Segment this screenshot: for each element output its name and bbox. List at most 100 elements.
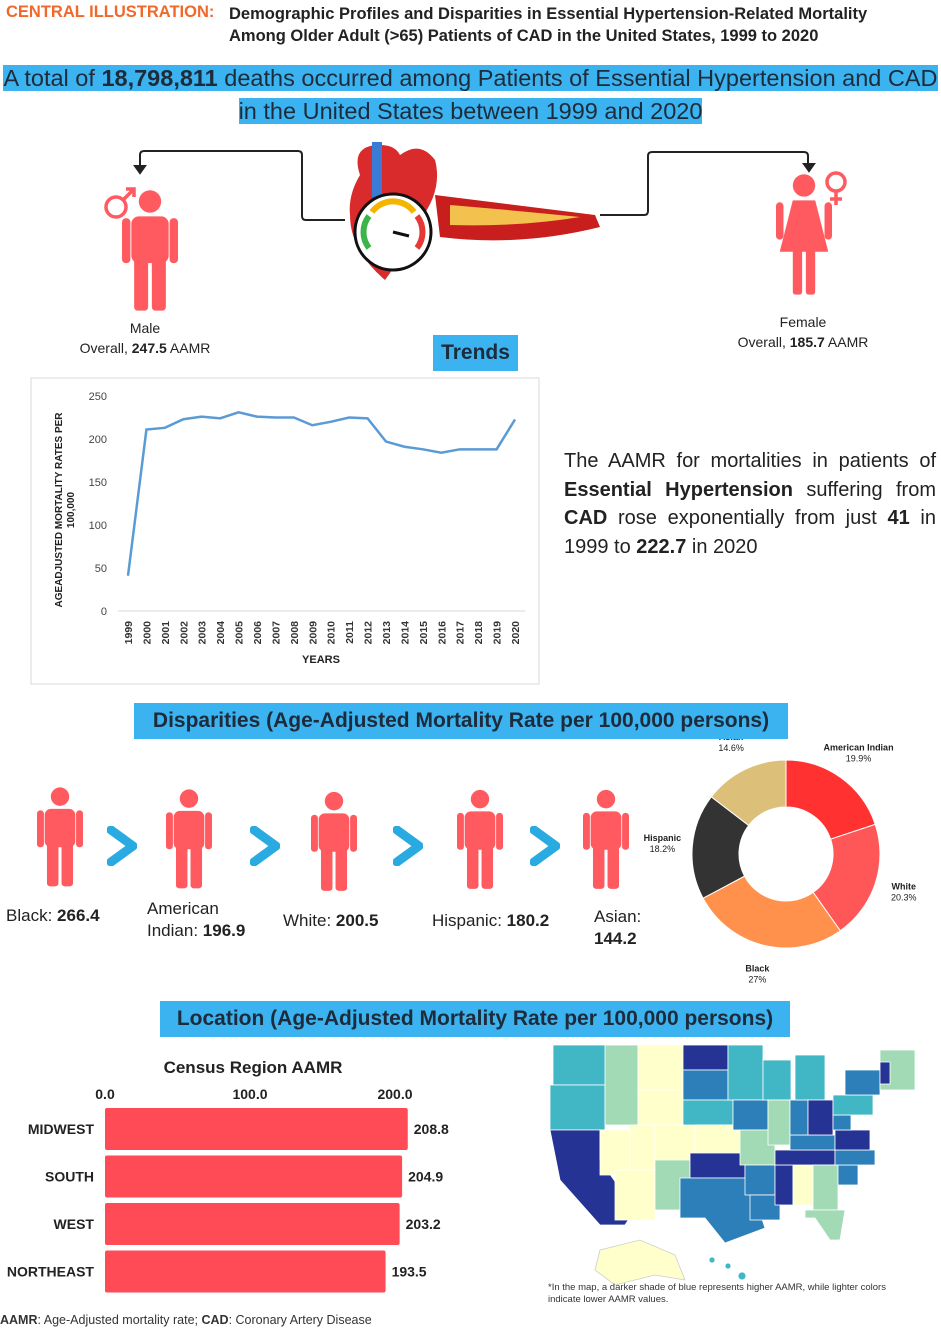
line-series xyxy=(126,411,517,576)
value-label: 193.5 xyxy=(392,1264,427,1280)
state xyxy=(794,1054,826,1101)
male-aamr: 247.5 xyxy=(131,340,167,356)
group-label: Asian: 144.2 xyxy=(594,906,649,950)
y-tick-label: 50 xyxy=(95,563,107,575)
summary-text: rose exponentially from just xyxy=(618,507,877,529)
pie-slice xyxy=(785,759,876,840)
footer-text: : Coronary Artery Disease xyxy=(228,1313,372,1327)
group-name: Black: xyxy=(6,906,53,925)
x-tick-label: 2000 xyxy=(141,621,153,645)
banner: A total of 18,798,811 deaths occurred am… xyxy=(0,62,941,127)
x-tick-label: 2008 xyxy=(289,621,301,645)
header-label: CENTRAL ILLUSTRATION: xyxy=(6,3,215,21)
x-tick-label: 2006 xyxy=(252,621,264,645)
value-label: 204.9 xyxy=(408,1169,443,1185)
person-icon xyxy=(166,789,212,889)
value-label: 208.8 xyxy=(414,1121,449,1137)
title-line: Among Older Adult (>65) Patients of CAD … xyxy=(229,27,819,45)
state xyxy=(689,1152,746,1179)
x-tick-label: 2013 xyxy=(381,621,393,645)
x-tick-label: 2015 xyxy=(418,621,430,645)
person-icon xyxy=(37,787,83,887)
category-label: SOUTH xyxy=(45,1169,94,1185)
x-tick-label: 2009 xyxy=(307,621,319,645)
female-aamr: 185.7 xyxy=(789,334,825,350)
y-axis-label: AGEADJUSTED MORTALITY RATES PER xyxy=(54,412,65,608)
connectors xyxy=(133,150,816,221)
chevron xyxy=(111,830,133,862)
pie-slice xyxy=(702,875,841,949)
male-overall: Overall, xyxy=(79,340,128,356)
group-label: Hispanic: 180.2 xyxy=(432,910,549,932)
footer-text: : Age-Adjusted mortality rate; xyxy=(37,1313,199,1327)
state xyxy=(774,1149,836,1166)
gauge-arc xyxy=(369,198,417,214)
state xyxy=(727,1044,764,1101)
state xyxy=(774,1164,794,1206)
slice-value: 19.9% xyxy=(846,753,872,763)
male-info: Male Overall, 247.5 AAMR xyxy=(50,318,240,358)
x-tick-label: 2004 xyxy=(215,621,227,645)
bar xyxy=(105,1203,400,1245)
state xyxy=(682,1044,729,1071)
state xyxy=(762,1059,792,1101)
footer-abbr: AAMR xyxy=(0,1313,38,1327)
state xyxy=(832,1094,874,1116)
x-tick-label: 2001 xyxy=(160,621,172,645)
slice-label: American Indian xyxy=(824,742,894,752)
person-icon xyxy=(457,789,503,889)
state xyxy=(789,1134,836,1151)
slice-label: Black xyxy=(745,964,770,974)
connector xyxy=(600,151,809,216)
hawaii xyxy=(737,1271,747,1281)
group-value: 144.2 xyxy=(594,929,637,948)
y-tick-label: 0 xyxy=(101,606,107,618)
male-symbol xyxy=(121,187,136,202)
male-icon xyxy=(122,190,178,311)
group-label: Black: 266.4 xyxy=(6,905,100,927)
x-tick-label: 2005 xyxy=(234,621,246,645)
us-map xyxy=(549,1044,916,1286)
group-value: 200.5 xyxy=(335,911,379,930)
group-name: White: xyxy=(283,911,332,930)
slice-label: Hispanic xyxy=(644,833,682,843)
banner-total: 18,798,811 xyxy=(101,65,218,91)
footer-abbr: CAD xyxy=(201,1313,229,1327)
summary-text: in 1999 to xyxy=(564,507,936,558)
summary-text: in 2020 xyxy=(691,535,758,558)
heart-illustration xyxy=(349,142,600,280)
summary-bold: CAD xyxy=(564,507,608,529)
state xyxy=(604,1044,639,1126)
trends-heading: Trends xyxy=(433,335,518,371)
x-tick-label: 200.0 xyxy=(377,1086,412,1102)
group-value: 266.4 xyxy=(57,906,100,925)
female-unit: AAMR xyxy=(827,334,869,350)
slice-value: 20.3% xyxy=(891,893,917,903)
state xyxy=(879,1061,891,1085)
male-label: Male xyxy=(129,320,161,336)
state xyxy=(789,1099,809,1136)
state xyxy=(844,1069,881,1096)
group-name: American Indian: xyxy=(147,899,219,940)
x-axis-label: YEARS xyxy=(302,654,340,666)
state xyxy=(682,1099,734,1126)
state xyxy=(614,1169,656,1221)
banner-text: deaths occurred among Patients of Essent… xyxy=(224,65,938,124)
x-tick-label: 0.0 xyxy=(95,1086,115,1102)
slice-value: 14.6% xyxy=(718,743,744,753)
pie-slice xyxy=(710,759,787,827)
slice-value: 18.2% xyxy=(650,844,676,854)
summary-bold: 41 xyxy=(887,507,910,529)
x-tick-label: 2019 xyxy=(492,621,504,645)
person-icon xyxy=(583,789,629,889)
slice-label: White xyxy=(892,882,917,892)
hawaii xyxy=(724,1262,732,1270)
chart-title: Census Region AAMR xyxy=(164,1058,343,1077)
x-tick-label: 2007 xyxy=(270,621,282,645)
x-tick-label: 2017 xyxy=(455,621,467,645)
header-title: Demographic Profiles and Disparities in … xyxy=(229,3,867,47)
summary-text: suffering from xyxy=(806,478,936,501)
male-unit: AAMR xyxy=(169,340,211,356)
footer: AAMR: Age-Adjusted mortality rate; CAD: … xyxy=(0,1313,372,1327)
